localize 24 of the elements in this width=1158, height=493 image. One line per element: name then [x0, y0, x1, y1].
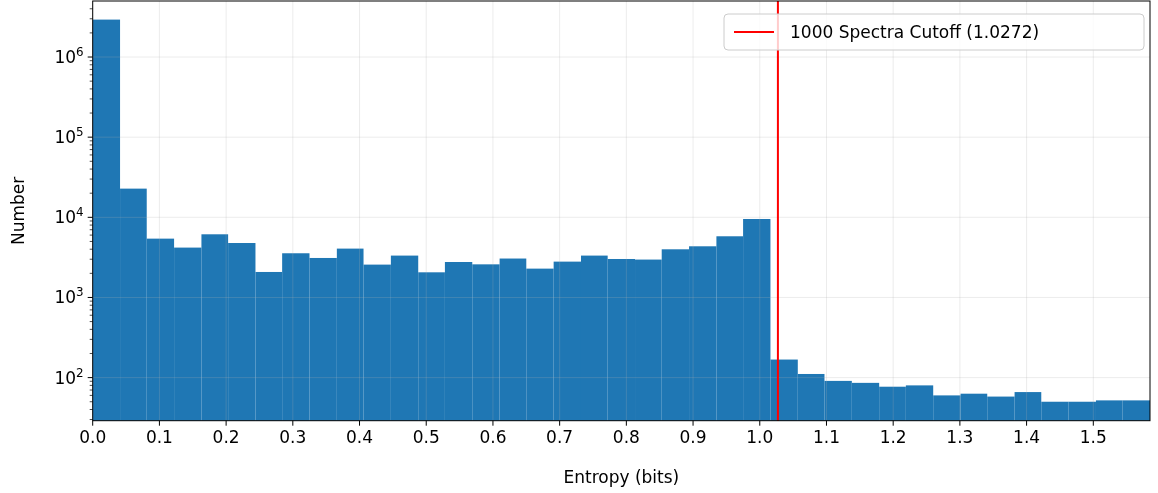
- x-tick-label: 1.1: [812, 426, 840, 447]
- x-tick-label: 0.2: [212, 426, 240, 447]
- x-tick-label: 0.3: [279, 426, 307, 447]
- x-tick-label: 0.6: [479, 426, 507, 447]
- y-axis-title: Number: [8, 176, 28, 245]
- x-tick-label: 0.5: [412, 426, 440, 447]
- x-tick-label: 0.9: [679, 426, 707, 447]
- y-tick-label: 10$^{5}$: [54, 125, 84, 148]
- x-tick-label: 0.8: [612, 426, 640, 447]
- y-tick-label: 10$^{4}$: [54, 205, 84, 228]
- x-tick-label: 1.4: [1013, 426, 1041, 447]
- ref-line-label: 1000 Spectra Cutoff (1.0272): [790, 22, 1040, 42]
- y-tick-label: 10$^{3}$: [54, 285, 84, 308]
- x-tick-label: 1.3: [946, 426, 974, 447]
- y-tick-label: 10$^{2}$: [54, 365, 84, 388]
- x-tick-label: 1.5: [1079, 426, 1107, 447]
- x-tick-label: 0.4: [346, 426, 374, 447]
- x-tick-label: 1.2: [879, 426, 907, 447]
- y-tick-label: 10$^{6}$: [54, 45, 84, 68]
- x-tick-label: 0.0: [79, 426, 107, 447]
- x-tick-label: 0.1: [145, 426, 173, 447]
- x-axis-title: Entropy (bits): [563, 467, 680, 487]
- x-tick-label: 1.0: [746, 426, 774, 447]
- x-tick-label: 0.7: [546, 426, 574, 447]
